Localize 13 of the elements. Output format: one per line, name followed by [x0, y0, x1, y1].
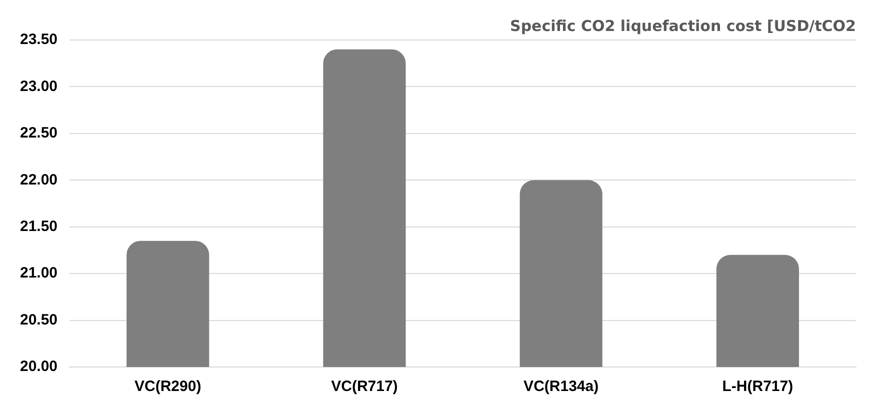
y-tick-label: 23.50 [20, 31, 58, 48]
y-tick-label: 23.00 [20, 78, 58, 95]
y-tick-label: 20.50 [20, 311, 58, 328]
y-tick-label: 22.50 [20, 124, 58, 142]
chart-title: Specific CO2 liquefaction cost [USD/tCO2 [510, 16, 856, 35]
x-tick-label: L-H(R717) [722, 378, 794, 396]
y-tick-label: 21.50 [20, 218, 58, 235]
y-tick-label: 21.00 [20, 264, 58, 282]
x-tick-label: VC(R717) [331, 378, 398, 396]
y-tick-label: 22.00 [20, 171, 58, 188]
y-tick-label: 20.00 [20, 358, 58, 376]
x-tick-label: VC(R290) [134, 378, 202, 396]
x-tick-label: VC(R134a) [524, 378, 599, 396]
